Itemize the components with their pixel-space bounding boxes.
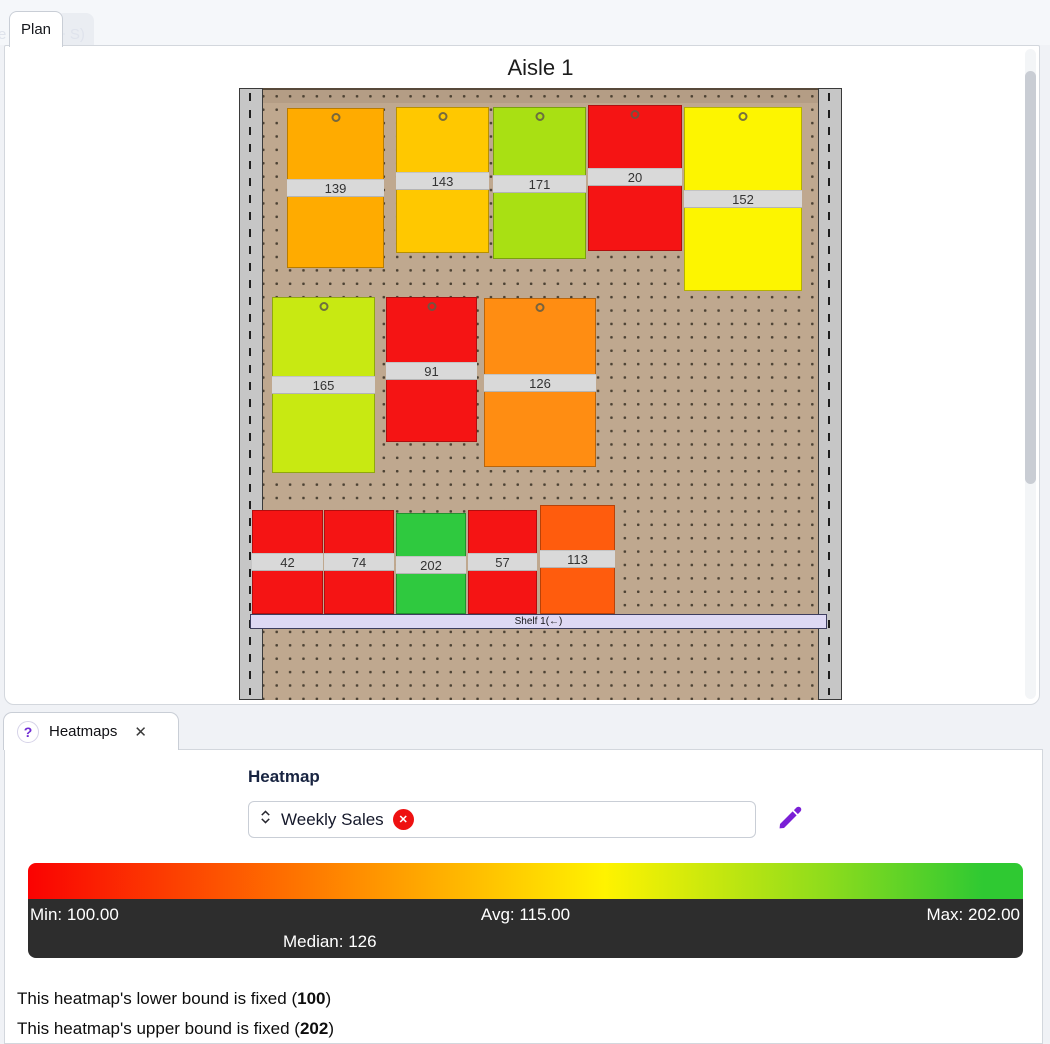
peg-hole-icon: [630, 110, 640, 119]
product-item[interactable]: 91: [386, 297, 477, 442]
product-item[interactable]: 57: [468, 510, 537, 614]
heatmap-section-title: Heatmap: [248, 767, 320, 786]
shelf-bar[interactable]: Shelf 1(←): [250, 614, 827, 629]
tab-heatmaps-label: Heatmaps: [49, 723, 118, 740]
vertical-scrollbar[interactable]: [1025, 49, 1036, 699]
pencil-icon: [779, 806, 802, 829]
product-value-label: 57: [468, 553, 537, 571]
pegboard-right-rail: [818, 88, 842, 700]
legend-median: Median: 126: [283, 932, 377, 951]
tab-plan-label: Plan: [20, 21, 52, 38]
heatmap-legend: Min: 100.00 Avg: 115.00 Max: 202.00 Medi…: [28, 863, 1023, 958]
plan-tabstrip: e ( + S) Plan: [0, 0, 1050, 47]
heatmap-select-value: Weekly Sales: [281, 809, 384, 829]
notes: This heatmap's lower bound is fixed (100…: [17, 984, 334, 1044]
product-value-label: 113: [540, 550, 615, 568]
product-value-label: 171: [493, 175, 586, 193]
peg-hole-icon: [535, 112, 544, 121]
edit-heatmap-button[interactable]: [776, 803, 806, 833]
product-value-label: 202: [396, 556, 466, 574]
pegboard: 139 143 171 20 152 165 91 126 42 74 202 57 113 Shelf…: [239, 88, 842, 700]
product-item[interactable]: 113: [540, 505, 615, 614]
product-value-label: 42: [252, 553, 323, 571]
clear-selection-button[interactable]: ✕: [392, 809, 414, 830]
peg-hole-icon: [535, 303, 545, 312]
legend-avg: Avg: 115.00: [480, 905, 571, 924]
product-item[interactable]: 42: [252, 510, 323, 614]
tab-heatmaps[interactable]: ? Heatmaps ✕: [3, 712, 179, 750]
close-icon[interactable]: ✕: [134, 723, 147, 741]
product-value-label: 126: [484, 374, 596, 392]
peg-hole-icon: [438, 112, 447, 121]
product-value-label: 152: [684, 190, 802, 208]
tab-plan[interactable]: Plan: [9, 11, 63, 47]
product-item[interactable]: 74: [324, 510, 394, 614]
help-icon[interactable]: ?: [17, 720, 39, 743]
legend-min: Min: 100.00: [30, 905, 119, 924]
ghost-shortcut-text: + S): [57, 26, 85, 43]
product-value-label: 165: [272, 376, 375, 394]
peg-hole-icon: [331, 113, 340, 122]
sort-chevrons-icon: [259, 809, 272, 830]
bound-note: This heatmap's upper bound is fixed (202…: [17, 1019, 335, 1038]
peg-hole-icon: [427, 302, 436, 311]
product-item[interactable]: 202: [396, 513, 466, 614]
product-item[interactable]: 20: [588, 105, 682, 251]
plan-panel: Aisle 1 139 143 171 20 152 165 91 126 42 74 202 57 1…: [4, 45, 1040, 705]
product-item[interactable]: 165: [272, 297, 375, 473]
product-item[interactable]: 126: [484, 298, 596, 467]
aisle-title: Aisle 1: [507, 55, 574, 80]
scrollbar-thumb[interactable]: [1025, 71, 1036, 484]
peg-hole-icon: [738, 112, 748, 121]
product-item[interactable]: 152: [684, 107, 802, 291]
product-item[interactable]: 139: [287, 108, 384, 268]
product-value-label: 139: [287, 179, 384, 197]
heatmap-panel: Heatmap Weekly Sales ✕ Min: 100.00 Avg: …: [4, 749, 1043, 1044]
product-value-label: 143: [396, 172, 489, 190]
product-item[interactable]: 171: [493, 107, 586, 259]
legend-max: Max: 202.00: [926, 905, 1020, 924]
product-value-label: 20: [588, 168, 682, 186]
product-item[interactable]: 143: [396, 107, 489, 253]
bound-note: This heatmap's lower bound is fixed (100…: [17, 989, 332, 1008]
legend-stats: Min: 100.00 Avg: 115.00 Max: 202.00 Medi…: [28, 899, 1023, 958]
shelf-label: Shelf 1(←): [514, 616, 563, 627]
heatmap-select[interactable]: Weekly Sales ✕: [248, 801, 756, 838]
product-value-label: 91: [386, 362, 477, 380]
peg-hole-icon: [319, 302, 328, 311]
product-value-label: 74: [324, 553, 394, 571]
legend-gradient: [28, 863, 1023, 899]
